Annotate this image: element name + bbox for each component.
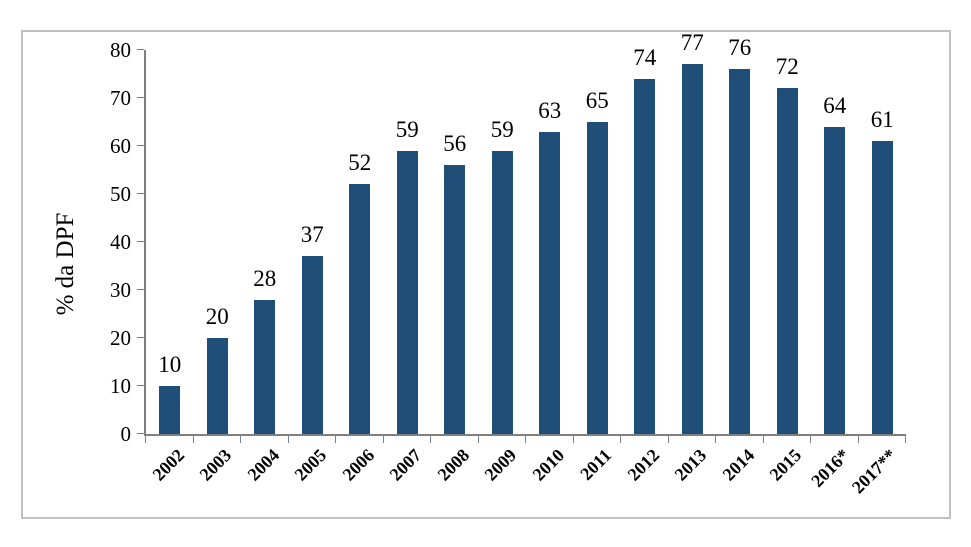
x-axis-tick [667,436,669,443]
bar [159,386,181,434]
y-axis-line [144,50,146,436]
bar-value-label: 56 [443,131,467,157]
bar [301,256,323,434]
x-axis-tick [715,436,716,443]
bar [824,126,846,434]
bar [254,299,276,434]
bar [681,64,703,434]
x-axis-tick [525,436,526,443]
y-axis-tick-label: 50 [110,182,131,206]
y-axis-tick [137,97,144,98]
y-axis-tick [137,145,144,146]
y-axis-tick [137,193,144,194]
x-axis-tick [382,436,384,443]
y-axis-tick [137,337,144,338]
bar [729,69,751,434]
bar-value-label: 74 [633,44,657,70]
bar [206,338,228,434]
bar-value-label: 61 [870,107,894,133]
bar [776,88,798,434]
bar-value-label: 52 [348,150,372,176]
y-axis-tick [137,241,144,242]
bar [871,141,893,434]
bar [634,78,656,434]
bar [491,150,513,434]
x-axis-tick [430,436,431,443]
x-axis-tick [192,436,194,443]
bar-value-label: 76 [728,35,752,61]
bar-value-label: 59 [490,116,514,142]
y-axis-tick [137,289,144,290]
x-axis-tick [477,436,479,443]
y-axis-tick-label: 70 [110,86,131,110]
y-axis-tick-label: 10 [110,374,131,398]
x-axis-tick [857,436,859,443]
bar [349,184,371,434]
bar-value-label: 63 [538,97,562,123]
x-axis-tick [572,436,574,443]
y-axis-tick-label: 80 [110,38,131,62]
bar-value-label: 59 [395,116,419,142]
bar-value-label: 72 [775,54,799,80]
bar-value-label: 28 [253,265,277,291]
bar-value-label: 37 [300,222,324,248]
bar-value-label: 20 [205,304,229,329]
x-axis-tick [335,436,336,443]
x-axis-tick [145,436,146,443]
bar-value-label: 64 [823,92,847,118]
bar-value-label: 10 [158,352,182,377]
bar-value-label: 77 [680,30,704,56]
x-axis-tick [287,436,289,443]
bar [586,122,608,434]
x-axis-tick [620,436,621,443]
y-axis-tick-label: 40 [110,230,131,254]
y-axis-tick [137,385,144,386]
x-axis-tick [240,436,241,443]
x-axis-tick [810,436,811,443]
x-axis-line [144,434,906,436]
bar [539,131,561,434]
y-axis-tick-label: 30 [110,278,131,302]
bar [444,165,466,434]
y-axis-tick-label: 0 [120,422,132,446]
x-axis-tick [905,436,906,443]
y-axis-tick-label: 20 [110,326,131,350]
bar [396,150,418,434]
y-axis-tick [137,433,144,434]
y-axis-title: % da DPF [52,212,79,316]
y-axis-tick [137,49,144,50]
bar-value-label: 65 [585,88,609,113]
y-axis-tick-label: 60 [110,134,131,158]
x-axis-tick [762,436,764,443]
